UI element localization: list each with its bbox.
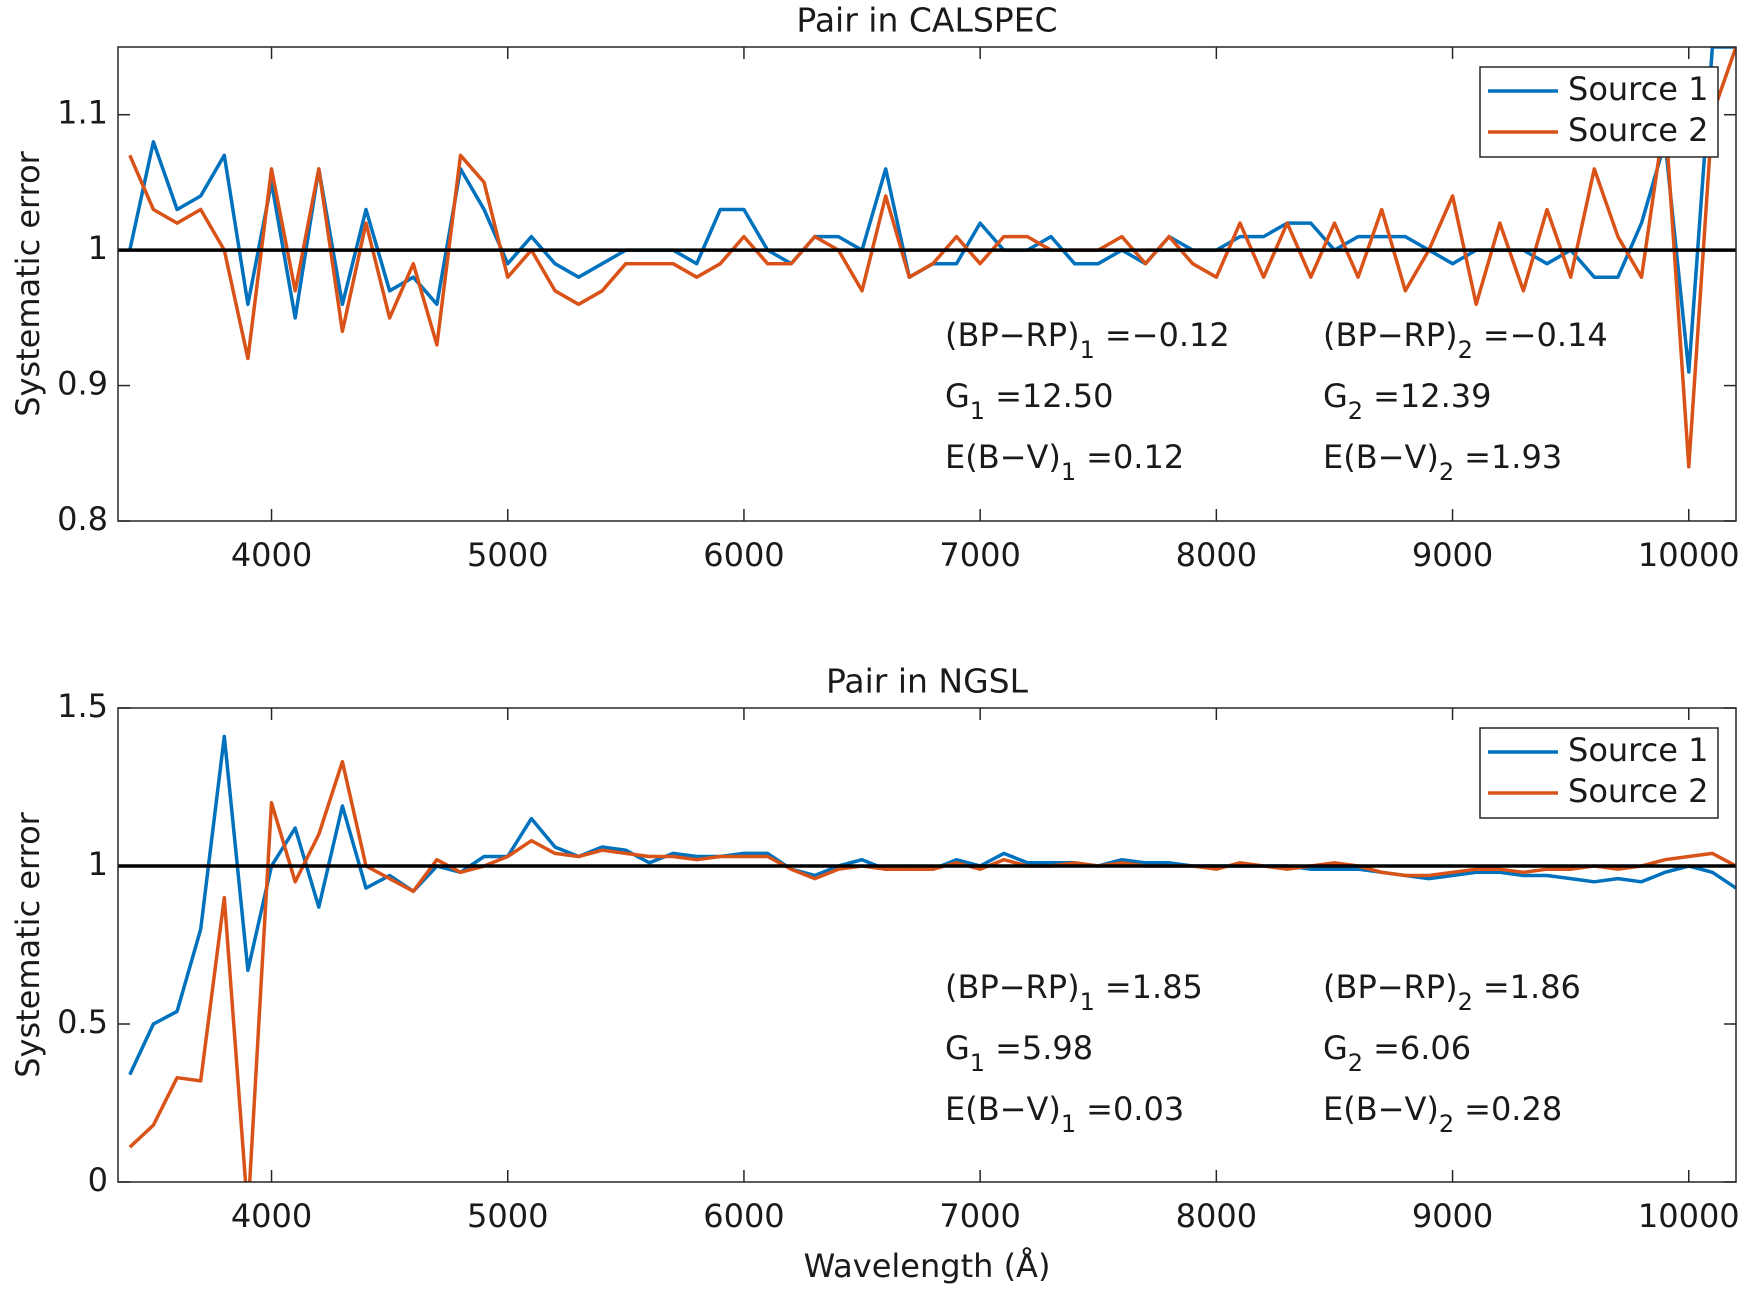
axes-frame <box>117 707 1737 1183</box>
legend-box <box>1479 66 1719 158</box>
annotation: G2 =12.39 <box>1323 377 1492 425</box>
annotation-text: E(B−V) <box>1323 1090 1439 1128</box>
y-axis-label: Systematic error <box>9 150 47 416</box>
annotation: E(B−V)1 =0.12 <box>945 438 1184 486</box>
annotation-sub: 1 <box>1080 988 1095 1016</box>
annotation-value: =−0.12 <box>1105 316 1230 354</box>
x-axis-label: Wavelength (Å) <box>804 1247 1051 1285</box>
lines <box>128 734 1736 1182</box>
annotation-text: E(B−V) <box>945 438 1061 476</box>
annotation-text: (BP−RP) <box>945 316 1080 354</box>
annotation-text: G <box>945 1029 970 1067</box>
annotation-value: =0.03 <box>1086 1090 1184 1128</box>
plot-area <box>118 708 1736 1182</box>
x-tick-label: 10000 <box>1638 1197 1740 1235</box>
x-tick-label: 4000 <box>231 536 312 574</box>
x-tick-label: 7000 <box>939 1197 1020 1235</box>
y-tick-label: 1 <box>88 229 108 267</box>
annotation-sub: 2 <box>1348 397 1363 425</box>
chart-title: Pair in NGSL <box>826 662 1029 701</box>
x-tick-label: 5000 <box>467 536 548 574</box>
annotation-value: =1.93 <box>1464 438 1562 476</box>
annotation: E(B−V)2 =0.28 <box>1323 1090 1562 1138</box>
y-tick-label: 1.1 <box>57 94 108 132</box>
legend-label: Source 1 <box>1568 731 1708 769</box>
legend-label: Source 2 <box>1568 111 1708 149</box>
annotation-value: =5.98 <box>995 1029 1093 1067</box>
annotation-sub: 2 <box>1458 988 1473 1016</box>
y-tick-label: 1.5 <box>57 687 108 725</box>
y-tick-label: 0.9 <box>57 365 108 403</box>
annotation: (BP−RP)2 =−0.14 <box>1323 316 1608 364</box>
annotation: (BP−RP)1 =−0.12 <box>945 316 1230 364</box>
annotation: G1 =5.98 <box>945 1029 1093 1077</box>
y-tick-label: 0 <box>88 1161 108 1199</box>
annotation-value: =−0.14 <box>1483 316 1608 354</box>
annotation-sub: 2 <box>1439 1110 1454 1138</box>
y-tick-label: 0.5 <box>57 1003 108 1041</box>
annotation-text: E(B−V) <box>1323 438 1439 476</box>
annotation-text: (BP−RP) <box>945 968 1080 1006</box>
annotation-text: (BP−RP) <box>1323 968 1458 1006</box>
x-tick-label: 10000 <box>1638 536 1740 574</box>
x-tick-label: 6000 <box>703 536 784 574</box>
series-line <box>128 759 1736 1182</box>
annotation-text: (BP−RP) <box>1323 316 1458 354</box>
annotation-sub: 1 <box>970 397 985 425</box>
annotation: (BP−RP)1 =1.85 <box>945 968 1203 1016</box>
axes: Pair in NGSL Systematic error Wavelength (… <box>9 662 1740 1286</box>
annotation-text: E(B−V) <box>945 1090 1061 1128</box>
annotation-text: G <box>1323 377 1348 415</box>
annotation-sub: 1 <box>1080 336 1095 364</box>
x-tick-label: 9000 <box>1412 536 1493 574</box>
x-tick-label: 6000 <box>703 1197 784 1235</box>
chart-title: Pair in CALSPEC <box>796 1 1057 40</box>
annotation: E(B−V)1 =0.03 <box>945 1090 1184 1138</box>
annotation: G1 =12.50 <box>945 377 1114 425</box>
annotation-sub: 2 <box>1439 458 1454 486</box>
annotation-sub: 2 <box>1348 1049 1363 1077</box>
axes: Pair in CALSPEC Systematic error 4000 5000 6… <box>9 1 1740 575</box>
annotation-sub: 2 <box>1458 336 1473 364</box>
annotation: E(B−V)2 =1.93 <box>1323 438 1562 486</box>
legend-label: Source 2 <box>1568 772 1708 810</box>
lines <box>128 47 1736 469</box>
annotation: G2 =6.06 <box>1323 1029 1471 1077</box>
x-tick-label: 8000 <box>1176 1197 1257 1235</box>
x-tick-label: 8000 <box>1176 536 1257 574</box>
y-tick-label: 1 <box>88 845 108 883</box>
annotation-value: =12.39 <box>1373 377 1491 415</box>
legend-box <box>1479 727 1719 819</box>
annotation-value: =1.86 <box>1483 968 1581 1006</box>
annotation-text: G <box>945 377 970 415</box>
annotation-text: G <box>1323 1029 1348 1067</box>
y-axis-label: Systematic error <box>9 811 47 1077</box>
annotation-value: =0.28 <box>1464 1090 1562 1128</box>
annotation: (BP−RP)2 =1.86 <box>1323 968 1581 1016</box>
annotation-value: =12.50 <box>995 377 1113 415</box>
annotation-sub: 1 <box>970 1049 985 1077</box>
annotation-value: =0.12 <box>1086 438 1184 476</box>
x-tick-label: 9000 <box>1412 1197 1493 1235</box>
series-line <box>128 47 1736 469</box>
annotation-sub: 1 <box>1061 458 1076 486</box>
y-tick-label: 0.8 <box>57 500 108 538</box>
x-tick-label: 7000 <box>939 536 1020 574</box>
annotation-value: =6.06 <box>1373 1029 1471 1067</box>
x-tick-label: 5000 <box>467 1197 548 1235</box>
x-tick-label: 4000 <box>231 1197 312 1235</box>
axes-frame <box>117 46 1737 522</box>
annotation-value: =1.85 <box>1105 968 1203 1006</box>
annotation-sub: 1 <box>1061 1110 1076 1138</box>
legend-label: Source 1 <box>1568 70 1708 108</box>
